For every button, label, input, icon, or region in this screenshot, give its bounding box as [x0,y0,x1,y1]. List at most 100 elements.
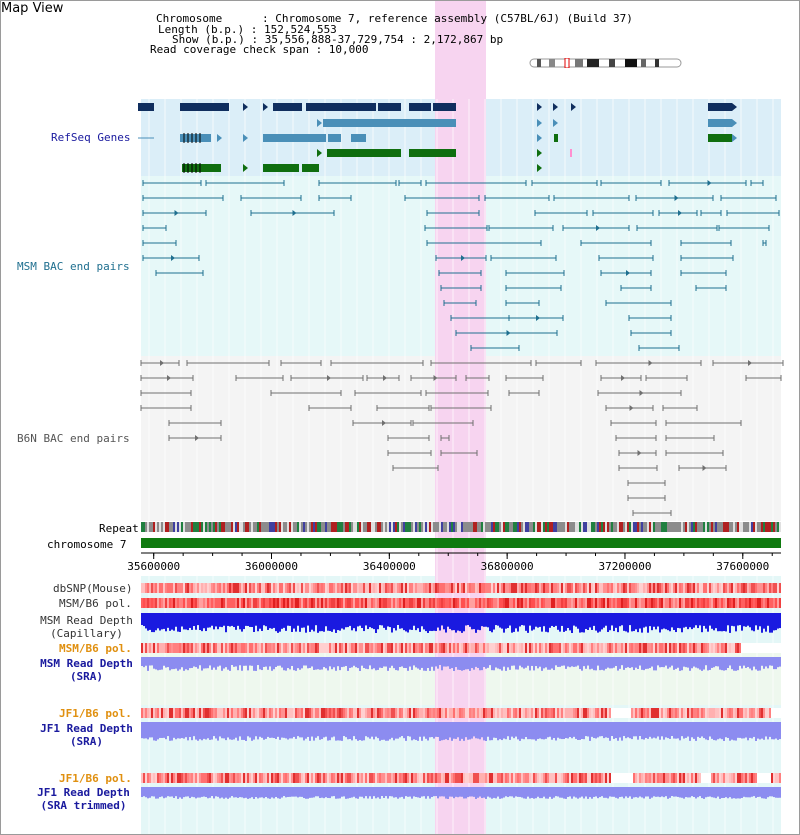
chromosome-ideogram[interactable] [529,53,682,69]
dbsnp-heat-cell [691,583,693,593]
msm-depth-sra-bar [579,657,581,670]
repeat-segment [735,522,737,532]
msm-b6-pol-sra-heat-cell [493,643,495,653]
jf1-depth-trimmed-bar [713,787,715,798]
track-label-b6n-bac[interactable]: B6N BAC end pairs [17,432,130,445]
jf1-depth-trimmed-bar [145,787,147,798]
msm-depth-capillary-bar [369,613,371,628]
msm-depth-sra-bar [721,657,723,671]
dbsnp-heat-cell [487,583,489,593]
msm-b6-pol-sra-heat-cell [309,643,311,653]
repeat-segment [483,522,485,532]
msm-depth-capillary-bar [243,613,245,630]
msm-b6-pol-sra-heat-cell [271,643,273,653]
msm-b6-pol-heat-cell [609,598,611,608]
dbsnp-heat-cell [551,583,553,593]
dbsnp-heat-cell [325,583,327,593]
msm-b6-pol-sra-heat-cell [615,643,617,653]
msm-depth-capillary-bar [349,613,351,626]
repeat-segment [461,522,463,532]
jf1-depth-sra-bar [479,722,481,740]
msm-b6-pol-heat-cell [203,598,205,608]
jf1-depth-trimmed-bar [599,787,601,798]
dbsnp-heat-cell [315,583,317,593]
jf1-depth-sra-bar [629,722,631,739]
msm-b6-pol-heat-cell [405,598,407,608]
jf1-b6-pol-heat-cell [741,708,743,718]
repeat-segment [275,522,277,532]
jf1-b6-pol-2-heat-cell [227,773,229,783]
repeat-segment [219,522,221,532]
jf1-depth-trimmed-bar [497,787,499,797]
repeat-segment [457,522,459,532]
msm-b6-pol-heat-cell [669,598,671,608]
jf1-depth-trimmed-bar [345,787,347,799]
msm-depth-sra-bar [569,657,571,668]
dbsnp-heat-cell [159,583,161,593]
msm-b6-pol-heat-cell [655,598,657,608]
msm-depth-sra-bar [521,657,523,668]
msm-b6-pol-heat-cell [479,598,481,608]
dbsnp-heat-cell [605,583,607,593]
msm-b6-pol-heat-cell [681,598,683,608]
track-label-msm-bac[interactable]: MSM BAC end pairs [17,260,130,273]
msm-depth-capillary-bar [351,613,353,631]
dbsnp-heat-cell [387,583,389,593]
jf1-depth-sra-bar [745,722,747,738]
jf1-b6-pol-2-heat-cell [487,773,489,783]
jf1-b6-pol-heat-cell [503,708,505,718]
msm-depth-capillary-bar [649,613,651,627]
repeat-segment [209,522,211,532]
jf1-depth-sra-bar [737,722,739,738]
jf1-depth-trimmed-bar [495,787,497,799]
msm-b6-pol-sra-heat-cell [245,643,247,653]
jf1-b6-pol-2-heat-cell [171,773,173,783]
dbsnp-heat-cell [491,583,493,593]
track-label-refseq-genes[interactable]: RefSeq Genes [51,131,131,144]
repeat-segment [549,522,551,532]
msm-depth-sra-bar [265,657,267,667]
jf1-b6-pol-heat-cell [277,708,279,718]
jf1-b6-pol-2-heat-cell [711,773,713,783]
repeat-segment [645,522,647,532]
msm-b6-pol-heat-cell [581,598,583,608]
jf1-b6-pol-heat-cell [555,708,557,718]
msm-depth-capillary-bar [629,613,631,626]
jf1-depth-trimmed-bar [441,787,443,797]
msm-b6-pol-sra-heat-cell [517,643,519,653]
jf1-depth-trimmed-bar [501,787,503,799]
repeat-segment [141,522,143,532]
jf1-b6-pol-heat-cell [173,708,175,718]
msm-depth-capillary-bar [241,613,243,632]
msm-b6-pol-heat-cell [157,598,159,608]
jf1-depth-sra-bar [325,722,327,737]
msm-depth-sra-bar [467,657,469,670]
jf1-b6-pol-2-heat-cell [145,773,147,783]
jf1-depth-sra-bar [305,722,307,739]
jf1-depth-sra-bar [657,722,659,737]
msm-depth-capillary-bar [303,613,305,628]
jf1-b6-pol-heat-cell [531,708,533,718]
jf1-depth-trimmed-bar [209,787,211,798]
jf1-b6-pol-heat-cell [551,708,553,718]
jf1-b6-pol-2-heat-cell [489,773,491,783]
msm-depth-capillary-bar [355,613,357,632]
repeat-segment [577,522,579,532]
msm-depth-sra-bar [383,657,385,667]
msm-b6-pol-sra-heat-cell [445,643,447,653]
msm-depth-capillary-bar [413,613,415,626]
repeat-segment [329,522,331,532]
msm-b6-pol-heat-cell [233,598,235,608]
jf1-b6-pol-2-heat-cell [167,773,169,783]
dbsnp-heat-cell [403,583,405,593]
jf1-depth-sra-bar [269,722,271,738]
msm-depth-capillary-bar [601,613,603,630]
dbsnp-heat-cell [427,583,429,593]
msm-b6-pol-sra-heat-cell [269,643,271,653]
dbsnp-heat-cell [225,583,227,593]
msm-depth-sra-bar [313,657,315,670]
msm-b6-pol-heat-cell [379,598,381,608]
repeat-segment [527,522,529,532]
msm-b6-pol-heat-cell [267,598,269,608]
